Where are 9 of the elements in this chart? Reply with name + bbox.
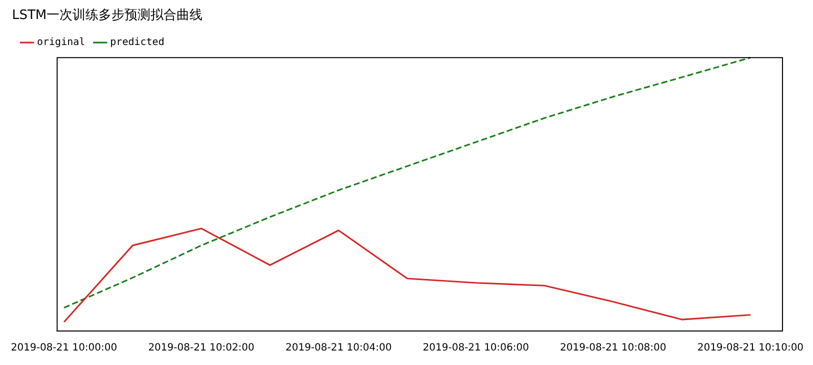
x-tick-label: 2019-08-21 10:10:00: [697, 342, 804, 354]
legend-label: original: [37, 37, 86, 48]
legend-label: predicted: [110, 37, 164, 48]
x-tick-label: 2019-08-21 10:02:00: [148, 342, 254, 354]
chart-title: LSTM一次训练多步预测拟合曲线: [12, 8, 203, 24]
x-tick-label: 2019-08-21 10:00:00: [10, 342, 118, 354]
x-tick-label: 2019-08-21 10:08:00: [560, 342, 666, 354]
x-tick-label: 2019-08-21 10:04:00: [285, 342, 392, 354]
x-tick-label: 2019-08-21 10:06:00: [422, 342, 529, 354]
